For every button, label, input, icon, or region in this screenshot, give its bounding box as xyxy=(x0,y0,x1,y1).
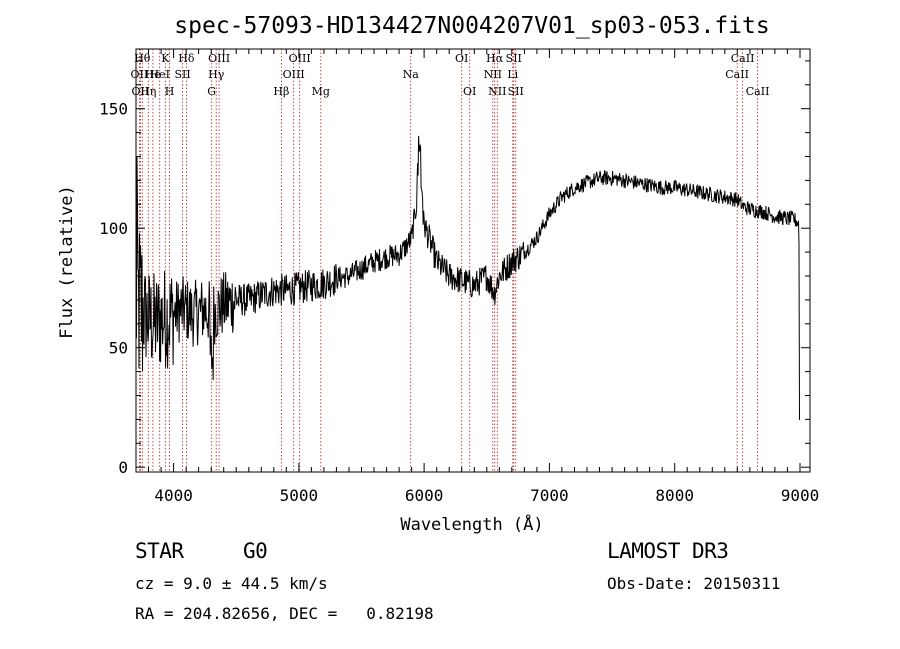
line-label-CaII: CaII xyxy=(746,85,770,98)
y-tick-label: 50 xyxy=(109,339,128,358)
y-tick-label: 100 xyxy=(99,219,128,238)
x-axis-label: Wavelength (Å) xyxy=(400,513,543,535)
redshift-readout: cz = 9.0 ± 44.5 km/s xyxy=(135,574,328,593)
line-label-OIII: OIII xyxy=(289,52,311,65)
spectrum-line xyxy=(135,135,800,420)
line-label-SII: SII xyxy=(506,52,522,65)
chart-title: spec-57093-HD134427N004207V01_sp03-053.f… xyxy=(174,13,769,39)
line-label-NII: NII xyxy=(484,68,502,81)
line-label-CaII: CaII xyxy=(725,68,749,81)
object-class: STAR xyxy=(135,539,184,563)
x-tick-label: 6000 xyxy=(405,486,444,505)
line-label-OI: OI xyxy=(455,52,468,65)
line-label-OIII: OIII xyxy=(208,52,230,65)
x-tick-label: 4000 xyxy=(154,486,193,505)
coordinates: RA = 204.82656, DEC = 0.82198 xyxy=(135,604,434,623)
line-label-He: He xyxy=(145,68,161,81)
x-axis: 4000 5000 6000 7000 8000 9000 xyxy=(135,49,820,505)
line-label-Li: Li xyxy=(507,68,518,81)
line-label-Na: Na xyxy=(403,68,420,81)
line-label-Hα: Hα xyxy=(486,52,504,65)
line-label-NII: NII xyxy=(488,85,506,98)
x-tick-label: 7000 xyxy=(530,486,569,505)
line-label-Hδ: Hδ xyxy=(178,52,195,65)
x-tick-label: 5000 xyxy=(280,486,319,505)
line-label-SII: SII xyxy=(508,85,524,98)
line-label-OIII: OIII xyxy=(283,68,305,81)
y-axis: 0 50 100 150 xyxy=(99,60,810,477)
x-tick-label: 9000 xyxy=(781,486,820,505)
line-label-Hθ: Hθ xyxy=(134,52,151,65)
y-tick-label: 150 xyxy=(99,100,128,119)
x-tick-label: 8000 xyxy=(655,486,694,505)
emission-line-markers xyxy=(138,49,758,472)
y-axis-label: Flux (relative) xyxy=(57,185,77,339)
object-subclass: G0 xyxy=(243,539,268,563)
obs-date: Obs-Date: 20150311 xyxy=(607,574,781,593)
line-label-Hη: Hη xyxy=(140,85,156,98)
line-label-Hβ: Hβ xyxy=(273,85,289,98)
line-label-Hγ: Hγ xyxy=(208,68,225,81)
plot-frame xyxy=(135,48,811,473)
survey-label: LAMOST DR3 xyxy=(607,539,729,563)
line-label-H: H xyxy=(165,85,175,98)
line-label-OII: OII xyxy=(131,68,149,81)
line-label-Mg: Mg xyxy=(312,85,330,98)
line-label-G: G xyxy=(207,85,216,98)
y-tick-label: 0 xyxy=(118,458,128,477)
line-label-CaII: CaII xyxy=(731,52,755,65)
emission-line-labels: OIIOIIHθHηHeHeIKHSIIHδGHγOIIIHβOIIIOIIIM… xyxy=(131,52,770,98)
line-label-HeI: HeI xyxy=(149,68,169,81)
line-label-SII: SII xyxy=(174,68,190,81)
line-label-K: K xyxy=(161,52,170,65)
line-label-OI: OI xyxy=(463,85,476,98)
